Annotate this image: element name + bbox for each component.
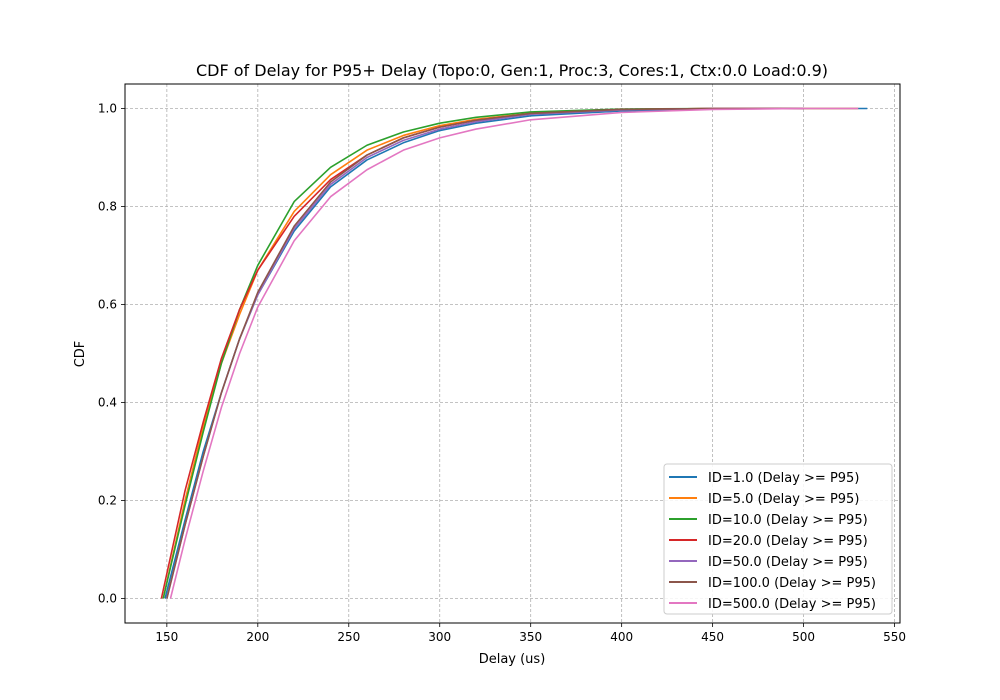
y-tick-label: 1.0 [98, 102, 117, 116]
legend-label-3: ID=20.0 (Delay >= P95) [708, 534, 868, 549]
y-tick-label: 0.2 [98, 494, 117, 508]
x-tick-label: 250 [337, 630, 360, 644]
legend-box [663, 463, 893, 615]
legend-label-6: ID=500.0 (Delay >= P95) [708, 597, 876, 612]
x-axis-ticks: 150 200 250 300 350 400 450 500 550 [155, 623, 906, 644]
x-tick-label: 400 [610, 630, 633, 644]
y-tick-label: 0.6 [98, 298, 117, 312]
series-layer [160, 107, 868, 599]
legend-label-5: ID=100.0 (Delay >= P95) [708, 576, 876, 591]
y-tick-label: 0.8 [98, 200, 117, 214]
y-axis-ticks: 0.0 0.2 0.4 0.6 0.8 1.0 [98, 102, 125, 606]
x-tick-label: 150 [155, 630, 178, 644]
y-tick-label: 0.0 [98, 592, 117, 606]
y-tick-label: 0.4 [98, 396, 117, 410]
series-line-6 [169, 107, 859, 599]
x-axis-label: Delay (us) [479, 652, 546, 667]
plot-frame [124, 83, 901, 624]
chart-title: CDF of Delay for P95+ Delay (Topo:0, Gen… [196, 61, 828, 80]
x-tick-label: 500 [792, 630, 815, 644]
x-tick-label: 350 [519, 630, 542, 644]
x-tick-label: 200 [246, 630, 269, 644]
legend-items: ID=1.0 (Delay >= P95) ID=5.0 (Delay >= P9… [669, 471, 876, 612]
x-tick-label: 450 [701, 630, 724, 644]
legend-label-1: ID=5.0 (Delay >= P95) [708, 492, 859, 507]
y-axis-label: CDF [73, 341, 88, 368]
legend-label-0: ID=1.0 (Delay >= P95) [708, 471, 859, 486]
legend-label-2: ID=10.0 (Delay >= P95) [708, 513, 868, 528]
series-line-5 [166, 107, 804, 599]
series-line-2 [162, 107, 713, 599]
x-tick-label: 300 [428, 630, 451, 644]
legend: ID=1.0 (Delay >= P95) ID=5.0 (Delay >= P9… [663, 463, 893, 615]
legend-label-4: ID=50.0 (Delay >= P95) [708, 555, 868, 570]
x-tick-label: 550 [883, 630, 906, 644]
